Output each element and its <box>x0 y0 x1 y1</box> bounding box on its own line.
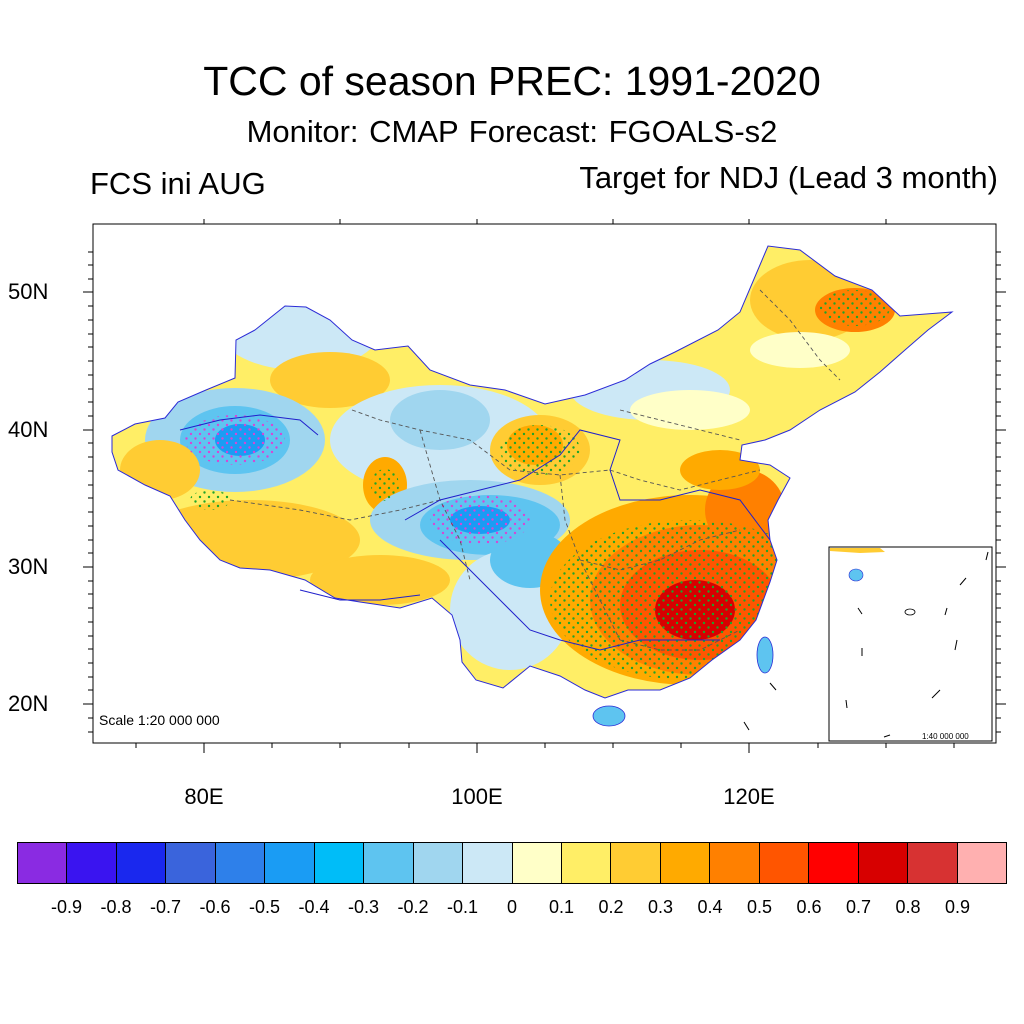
colorbar-swatch <box>759 843 810 883</box>
colorbar-label: -0.5 <box>248 897 281 917</box>
hainan-island <box>592 705 626 727</box>
colorbar-swatch <box>314 843 365 883</box>
lat-label: 20N <box>8 691 49 716</box>
inset-scale-text: 1:40 000 000 <box>922 732 969 741</box>
province-boundaries <box>229 289 841 651</box>
colorbar-swatch <box>116 843 167 883</box>
colorbar-swatch <box>957 843 1007 883</box>
taiwan-island <box>756 636 774 674</box>
lon-label: 80E <box>184 784 224 809</box>
lat-label: 40N <box>8 417 49 442</box>
colorbar-label: 0 <box>506 897 518 917</box>
colorbar-label: -0.8 <box>100 897 132 917</box>
colorbar-label: 0.9 <box>944 897 971 917</box>
map-subtitle: Monitor: CMAP Forecast: FGOALS-s2 <box>246 114 778 149</box>
colorbar-swatch <box>364 843 414 883</box>
colorbar-swatch <box>611 843 661 883</box>
left-label: FCS ini AUG <box>90 166 266 201</box>
colorbar-swatch <box>166 843 216 883</box>
colorbar-label: 0.1 <box>548 897 575 917</box>
colorbar-label: 0.6 <box>796 897 822 917</box>
colorbar-label: -0.9 <box>50 897 83 917</box>
colorbar-swatch <box>809 843 859 883</box>
colorbar <box>17 842 1007 884</box>
colorbar-label: 0.5 <box>746 897 773 917</box>
colorbar-swatch <box>561 843 612 883</box>
colorbar-label: 0.3 <box>647 897 674 917</box>
colorbar-label: 0.7 <box>845 897 872 917</box>
axis-ticks <box>83 219 1006 753</box>
colorbar-label: -0.1 <box>446 897 479 917</box>
colorbar-label: 0.2 <box>598 897 624 917</box>
colorbar-swatch <box>858 843 909 883</box>
rivers <box>179 414 771 651</box>
lon-label: 120E <box>723 784 775 809</box>
lat-label: 50N <box>8 279 49 304</box>
colorbar-label: -0.2 <box>397 897 429 917</box>
colorbar-swatch <box>67 843 117 883</box>
colorbar-label: 0.4 <box>697 897 723 917</box>
colorbar-swatch <box>463 843 513 883</box>
colorbar-swatch <box>512 843 562 883</box>
colorbar-swatch <box>413 843 464 883</box>
colorbar-label: -0.7 <box>149 897 182 917</box>
colorbar-label: 0.8 <box>895 897 921 917</box>
colorbar-swatch <box>660 843 711 883</box>
colorbar-swatch <box>710 843 760 883</box>
colorbar-label: -0.6 <box>199 897 231 917</box>
colorbar-swatch <box>908 843 958 883</box>
colorbar-swatch <box>215 843 266 883</box>
right-label: Target for NDJ (Lead 3 month) <box>579 160 998 195</box>
scale-text: Scale 1:20 000 000 <box>99 712 220 728</box>
lon-label: 100E <box>451 784 503 809</box>
colorbar-label: -0.4 <box>298 897 330 917</box>
colorbar-label: -0.3 <box>347 897 380 917</box>
lat-label: 30N <box>8 554 49 579</box>
inset-map <box>828 546 993 742</box>
map-title: TCC of season PREC: 1991-2020 <box>203 58 821 104</box>
colorbar-swatch <box>18 843 68 883</box>
colorbar-swatch <box>265 843 315 883</box>
nine-dash-line <box>743 682 777 731</box>
